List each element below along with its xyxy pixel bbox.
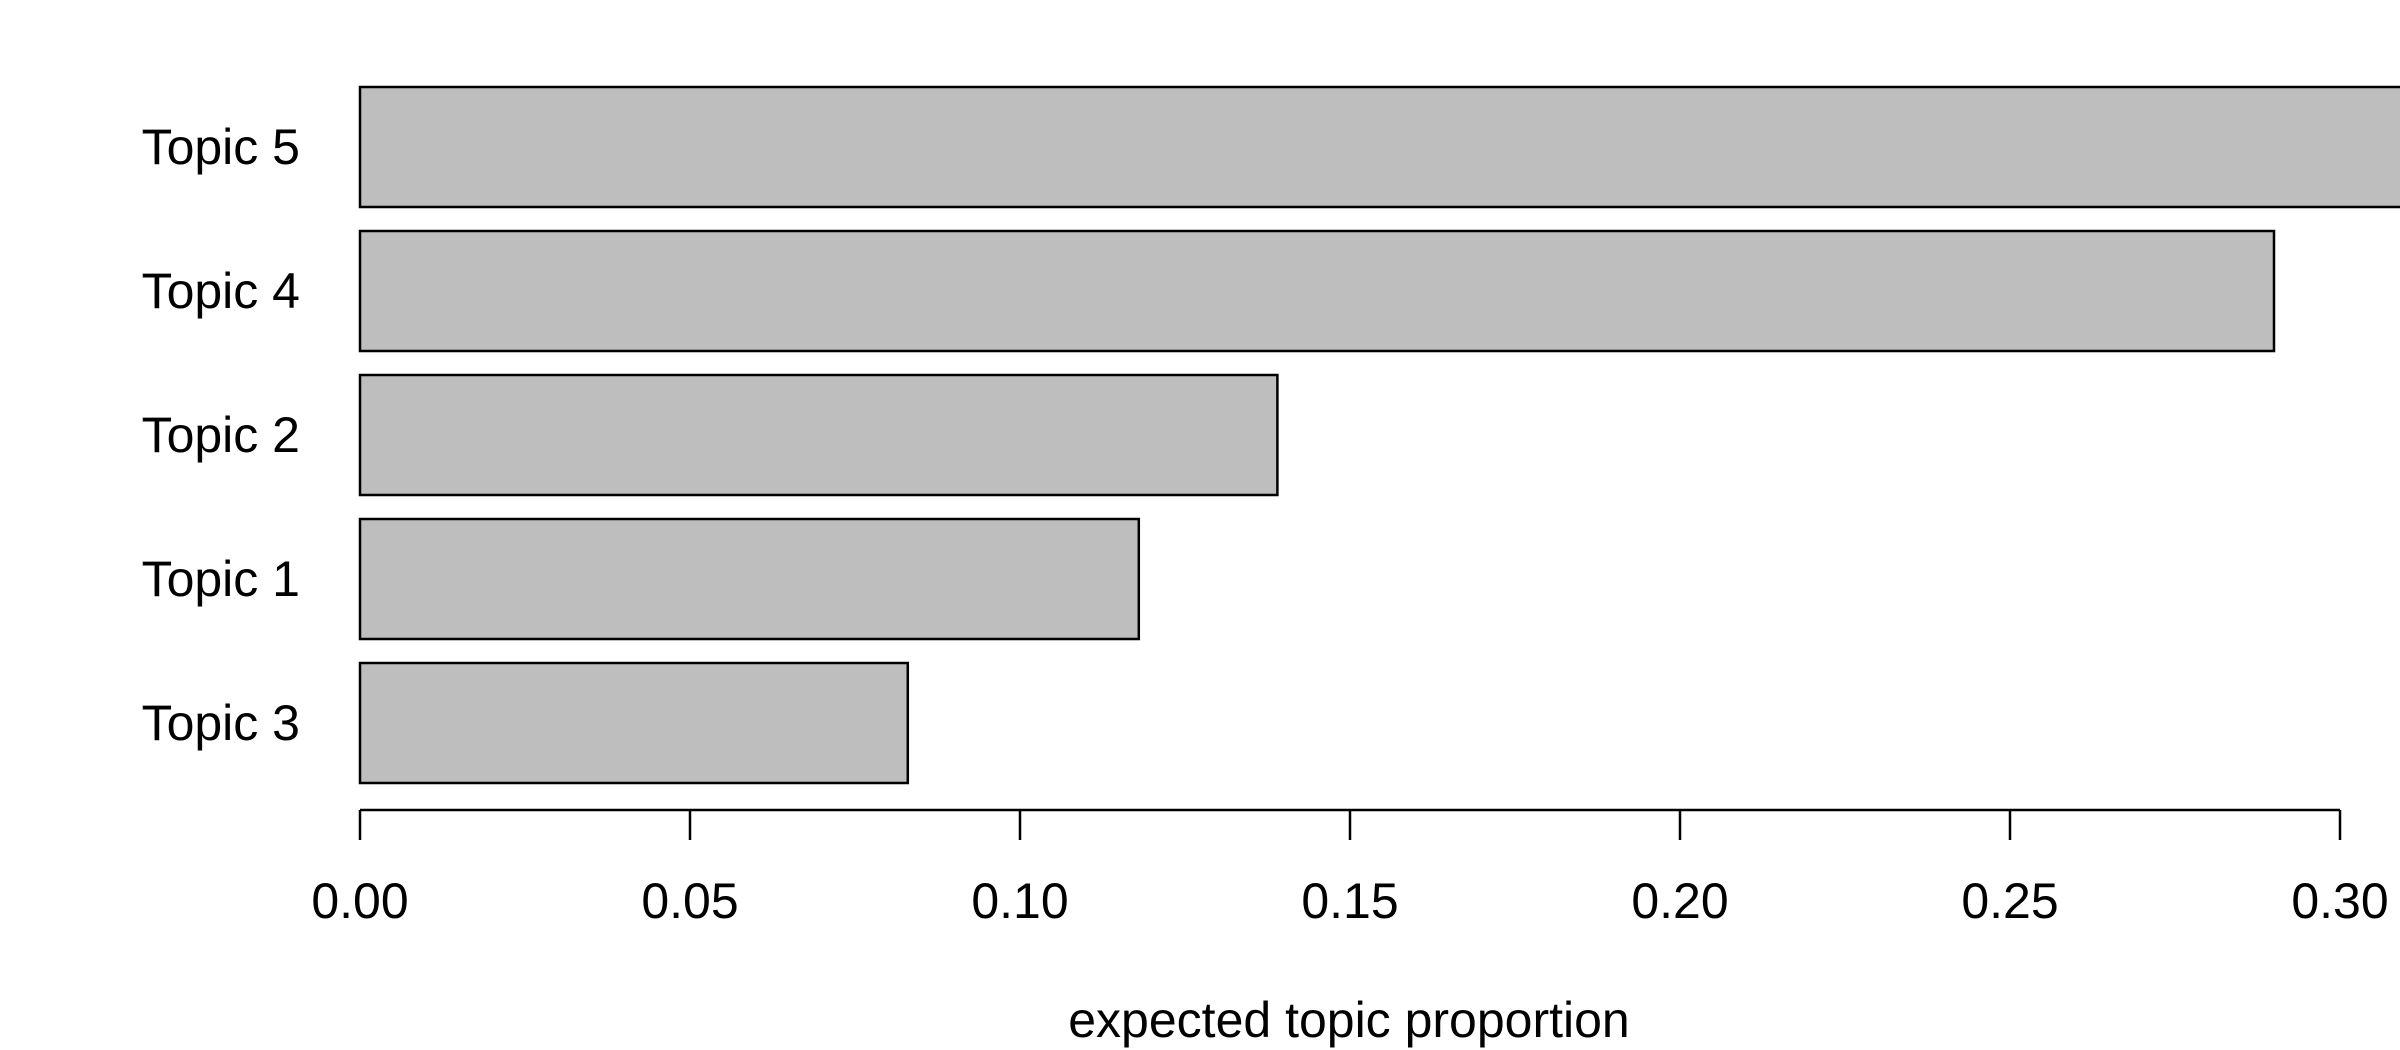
category-label-topic-3: Topic 3 [142, 695, 300, 751]
category-labels-group: Topic 5 Topic 4 Topic 2 Topic 1 Topic 3 [142, 119, 300, 751]
x-tick-label: 0.25 [1961, 873, 2058, 929]
x-axis-title: expected topic proportion [1068, 992, 1629, 1048]
bar-topic-5 [358, 85, 2400, 209]
x-tick-label: 0.05 [641, 873, 738, 929]
x-tick-label: 0.15 [1301, 873, 1398, 929]
bars-group [358, 85, 2400, 785]
category-label-topic-1: Topic 1 [142, 551, 300, 607]
x-axis: 0.00 0.05 0.10 0.15 0.20 0.25 0.30 [311, 808, 2389, 929]
category-label-topic-2: Topic 2 [142, 407, 300, 463]
bar-topic-2 [358, 373, 1279, 497]
x-tick-label: 0.20 [1631, 873, 1728, 929]
bar-topic-3 [358, 661, 910, 785]
bar-topic-1 [358, 517, 1141, 641]
category-label-topic-4: Topic 4 [142, 263, 300, 319]
category-label-topic-5: Topic 5 [142, 119, 300, 175]
x-tick-label: 0.00 [311, 873, 408, 929]
x-tick-label: 0.10 [971, 873, 1068, 929]
x-tick-label: 0.30 [2291, 873, 2388, 929]
bar-topic-4 [358, 229, 2276, 353]
